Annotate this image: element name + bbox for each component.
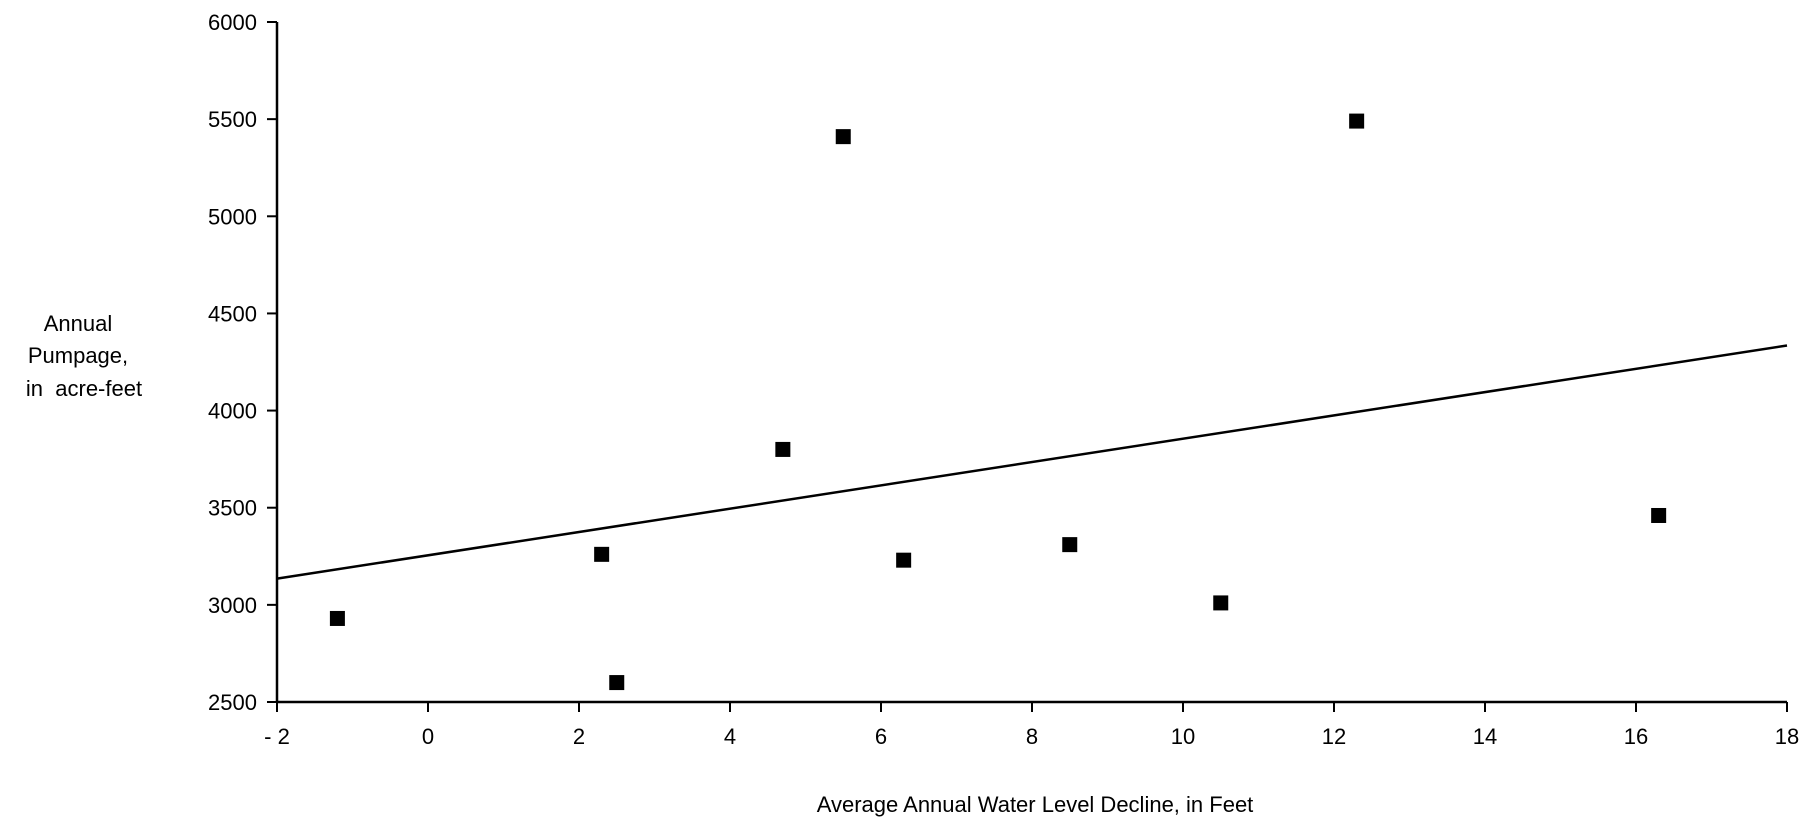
data-point — [1213, 595, 1229, 611]
x-tick-label: 16 — [1624, 724, 1648, 749]
data-point — [896, 552, 912, 568]
x-tick-label: 12 — [1322, 724, 1346, 749]
y-tick-label: 5000 — [208, 204, 257, 229]
axes — [275, 22, 1787, 704]
y-tick-label: 2500 — [208, 690, 257, 715]
data-point — [775, 441, 791, 457]
x-tick-label: 18 — [1775, 724, 1799, 749]
y-axis-ticks: 2500 3000 3500 4000 4500 5000 5500 6000 — [208, 10, 277, 715]
y-tick-label: 6000 — [208, 10, 257, 35]
y-axis-title-line-3: in acre-feet — [26, 376, 142, 401]
x-tick-label: 14 — [1473, 724, 1497, 749]
y-tick-label: 4000 — [208, 399, 257, 424]
trendline-group — [276, 344, 1788, 580]
y-tick-label: 3000 — [208, 593, 257, 618]
x-tick-label: 4 — [724, 724, 736, 749]
trendline — [276, 344, 1788, 580]
data-point — [1651, 507, 1667, 523]
x-axis-ticks: - 2 0 2 4 6 8 10 12 14 16 18 — [264, 702, 1799, 749]
y-tick-label: 5500 — [208, 107, 257, 132]
x-tick-label: 10 — [1171, 724, 1195, 749]
data-points — [329, 113, 1667, 691]
x-tick-label: 0 — [422, 724, 434, 749]
x-tick-label: - 2 — [264, 724, 290, 749]
y-tick-label: 4500 — [208, 301, 257, 326]
y-tick-label: 3500 — [208, 496, 257, 521]
x-axis-title: Average Annual Water Level Decline, in F… — [817, 792, 1254, 817]
data-point — [594, 546, 610, 562]
data-point — [835, 129, 851, 145]
x-tick-label: 6 — [875, 724, 887, 749]
x-tick-label: 2 — [573, 724, 585, 749]
data-point — [1349, 113, 1365, 129]
data-point — [329, 610, 345, 626]
data-point — [1062, 537, 1078, 553]
data-point — [609, 675, 625, 691]
y-axis-title-line-2: Pumpage, — [28, 343, 128, 368]
y-axis-title-line-1: Annual — [44, 311, 113, 336]
x-tick-label: 8 — [1026, 724, 1038, 749]
